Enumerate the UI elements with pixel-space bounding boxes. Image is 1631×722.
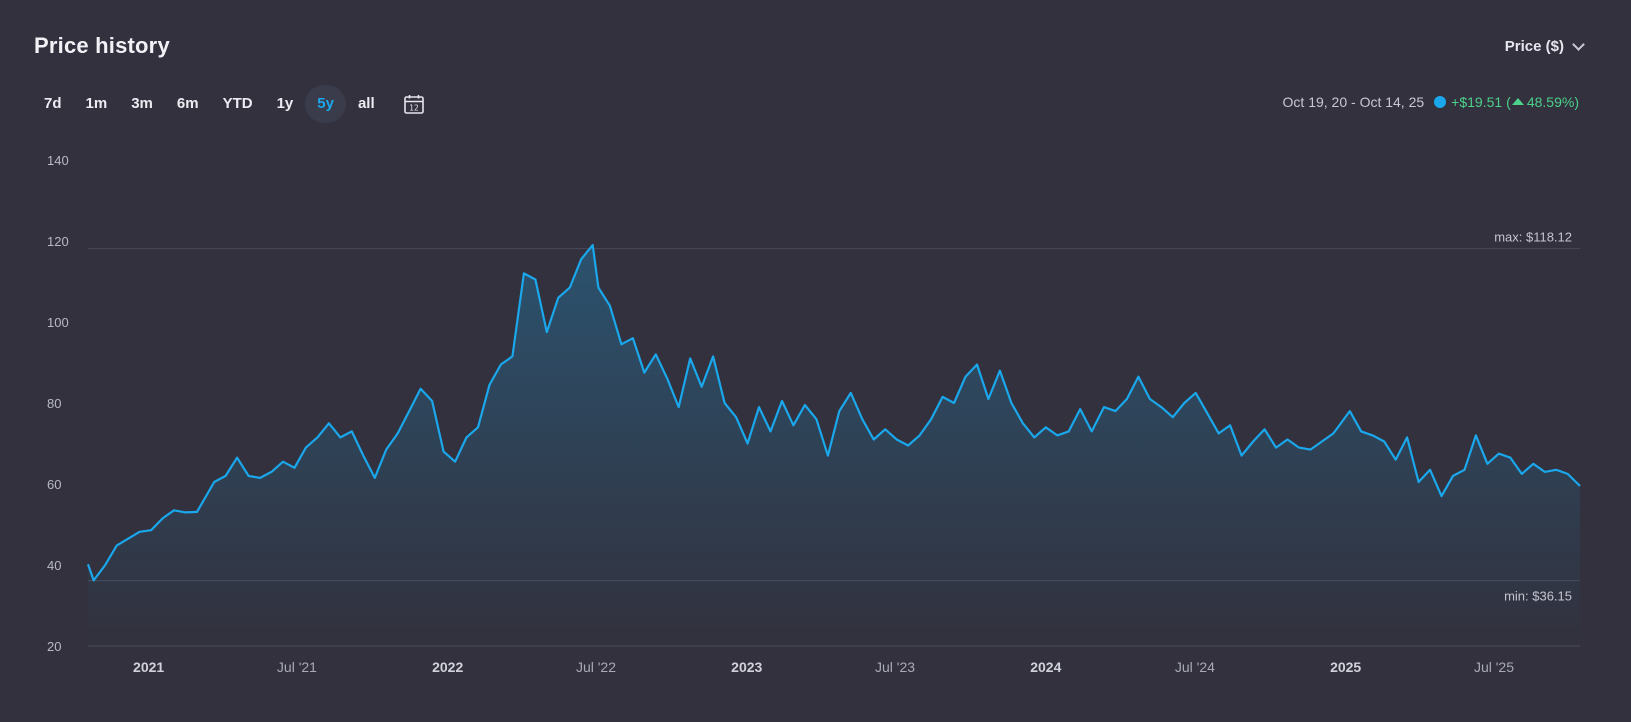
x-tick-label: 2024 [1030, 659, 1061, 675]
change-absolute: +$19.51 [1451, 94, 1503, 110]
range-button-5y[interactable]: 5y [305, 85, 346, 123]
x-tick-label: Jul '23 [875, 659, 915, 675]
x-tick-label: Jul '24 [1175, 659, 1215, 675]
x-tick-label: Jul '21 [277, 659, 317, 675]
x-tick-label: 2025 [1330, 659, 1361, 675]
range-button-3m[interactable]: 3m [131, 95, 153, 112]
chevron-down-icon [1572, 38, 1585, 51]
y-tick-label: 100 [47, 315, 69, 330]
calendar-icon: 12 [403, 95, 424, 114]
y-tick-label: 60 [47, 477, 61, 492]
y-tick-label: 80 [47, 396, 61, 411]
y-tick-label: 140 [47, 153, 69, 168]
min-label: min: $36.15 [1504, 589, 1572, 604]
x-tick-label: 2021 [133, 659, 164, 675]
change-open-paren: ( [1506, 94, 1511, 110]
range-button-6m[interactable]: 6m [176, 95, 199, 112]
y-tick-label: 40 [47, 558, 61, 573]
series-area [88, 245, 1580, 646]
range-button-7d[interactable]: 7d [44, 95, 62, 112]
page-title: Price history [34, 33, 170, 58]
calendar-button[interactable]: 12 [395, 85, 433, 123]
series-line[interactable] [86, 244, 1581, 582]
y-tick-label: 20 [47, 639, 61, 654]
y-tick-label: 120 [47, 234, 69, 249]
triangle-up-icon [1511, 97, 1524, 105]
range-button-1m[interactable]: 1m [85, 95, 108, 112]
x-tick-label: Jul '25 [1474, 659, 1514, 675]
period-summary: Oct 19, 20 - Oct 14, 25 +$19.51 ( 48.59%… [1283, 94, 1579, 110]
range-button-1y[interactable]: 1y [276, 95, 294, 112]
range-button-ytd[interactable]: YTD [222, 95, 253, 112]
max-label: max: $118.12 [1494, 230, 1572, 245]
x-tick-label: 2023 [731, 659, 762, 675]
range-button-all[interactable]: all [357, 95, 375, 112]
period-range: Oct 19, 20 - Oct 14, 25 [1282, 94, 1425, 110]
change-close-paren: ) [1574, 94, 1579, 110]
metric-dropdown-label: Price ($) [1504, 38, 1564, 55]
metric-dropdown[interactable]: Price ($) [1504, 38, 1585, 55]
x-tick-label: 2022 [432, 659, 463, 675]
calendar-day: 12 [409, 104, 419, 113]
change-percent: 48.59% [1526, 94, 1575, 110]
range-selector: 7d 1m 3m 6m YTD 1y 5y all 12 [32, 85, 433, 123]
series-dot [1434, 96, 1447, 108]
x-tick-label: Jul '22 [576, 659, 616, 675]
